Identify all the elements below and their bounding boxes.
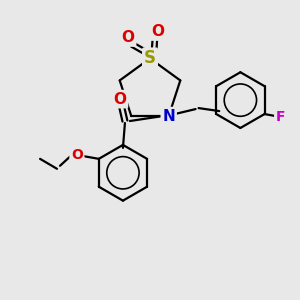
Text: O: O <box>152 24 164 39</box>
Text: S: S <box>144 50 156 68</box>
Text: O: O <box>71 148 83 162</box>
Text: O: O <box>122 30 135 45</box>
Text: O: O <box>113 92 126 106</box>
Text: N: N <box>162 109 175 124</box>
Text: F: F <box>276 110 285 124</box>
